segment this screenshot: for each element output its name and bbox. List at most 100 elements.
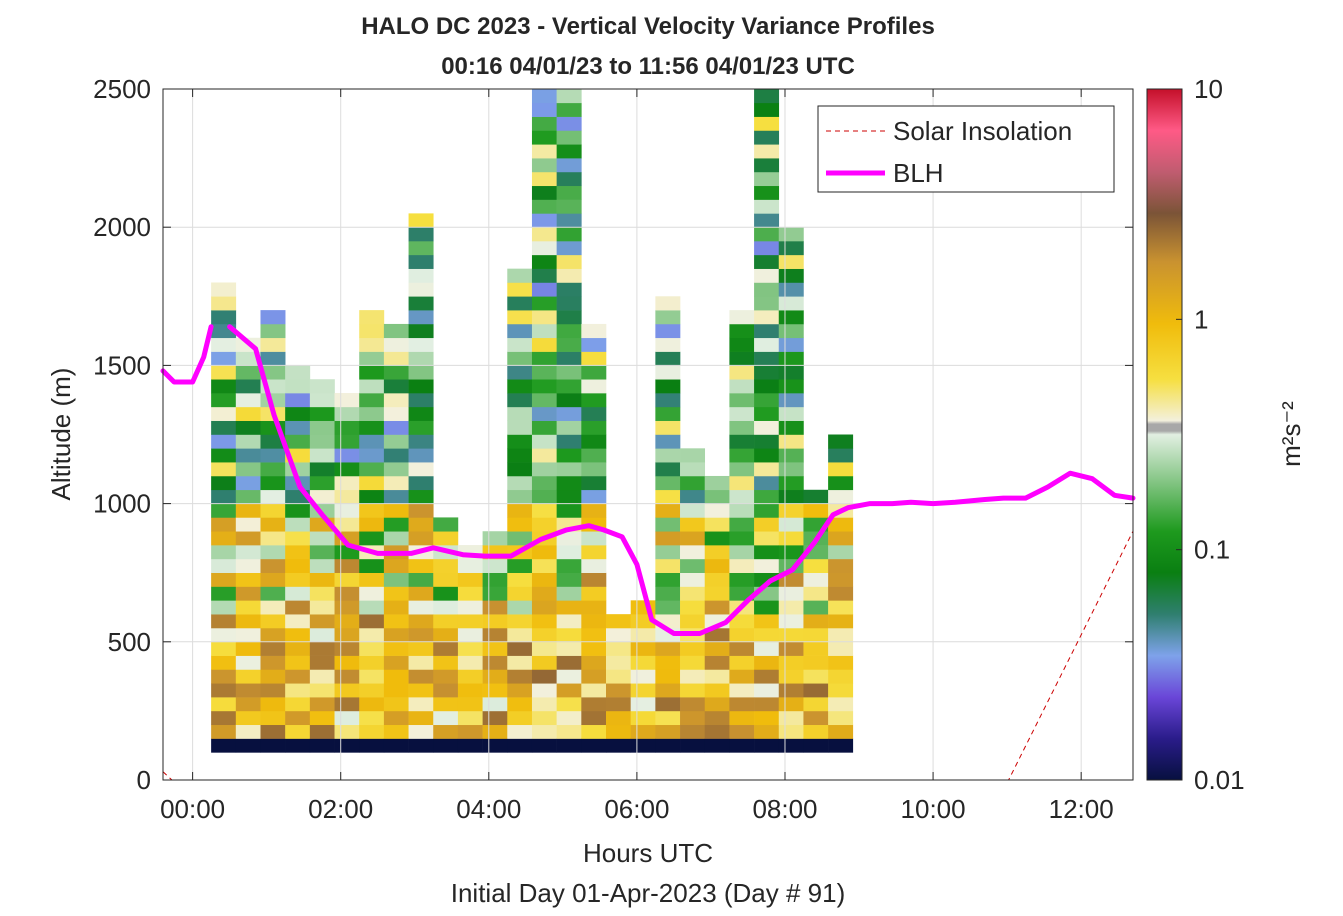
heatmap-cell bbox=[680, 614, 706, 629]
heatmap-cell bbox=[408, 655, 434, 670]
heatmap-cell bbox=[433, 586, 459, 601]
heatmap-cell bbox=[556, 503, 582, 518]
x-tick-label: 10:00 bbox=[901, 794, 966, 824]
heatmap-cell bbox=[655, 434, 681, 449]
heatmap-cell bbox=[655, 462, 681, 477]
heatmap-cell bbox=[260, 738, 286, 753]
heatmap-cell bbox=[383, 600, 409, 615]
heatmap-cell bbox=[531, 158, 557, 173]
heatmap-cell bbox=[531, 102, 557, 117]
heatmap-cell bbox=[457, 600, 483, 615]
heatmap-cell bbox=[211, 475, 237, 491]
heatmap-cell bbox=[359, 503, 385, 518]
heatmap-cell bbox=[581, 572, 607, 587]
heatmap-cell bbox=[556, 420, 582, 435]
heatmap-cell bbox=[556, 600, 582, 615]
heatmap-cell bbox=[260, 489, 286, 504]
heatmap-cell bbox=[334, 503, 360, 518]
heatmap-cell bbox=[581, 586, 607, 601]
heatmap-cell bbox=[729, 365, 755, 380]
heatmap-cell bbox=[531, 434, 557, 449]
heatmap-cell bbox=[359, 489, 385, 504]
heatmap-cell bbox=[235, 448, 261, 463]
heatmap-cell bbox=[531, 323, 557, 339]
heatmap-cell bbox=[778, 724, 804, 739]
heatmap-cell bbox=[211, 503, 237, 518]
heatmap-cell bbox=[556, 89, 582, 104]
heatmap-cell bbox=[211, 710, 237, 726]
heatmap-cell bbox=[359, 475, 385, 491]
heatmap-cell bbox=[655, 641, 681, 656]
heatmap-cell bbox=[581, 462, 607, 477]
heatmap-cell bbox=[359, 448, 385, 463]
heatmap-cell bbox=[531, 282, 557, 297]
heatmap-cell bbox=[408, 641, 434, 656]
heatmap-cell bbox=[581, 434, 607, 449]
heatmap-cell bbox=[359, 310, 385, 325]
heatmap-cell bbox=[507, 379, 533, 394]
heatmap-cell bbox=[754, 379, 780, 394]
heatmap-cell bbox=[729, 669, 755, 684]
heatmap-cell bbox=[309, 393, 335, 408]
heatmap-cell bbox=[778, 517, 804, 532]
heatmap-cell bbox=[359, 323, 385, 339]
heatmap-cell bbox=[556, 241, 582, 256]
heatmap-cell bbox=[383, 503, 409, 518]
heatmap-cell bbox=[754, 614, 780, 629]
heatmap-cell bbox=[680, 448, 706, 463]
heatmap-cell bbox=[433, 600, 459, 615]
heatmap-cell bbox=[581, 627, 607, 643]
heatmap-cell bbox=[729, 614, 755, 629]
heatmap-cell bbox=[383, 531, 409, 546]
heatmap-cell bbox=[285, 406, 311, 421]
heatmap-cell bbox=[754, 130, 780, 145]
heatmap-cell bbox=[309, 572, 335, 587]
colorbar-tick-label: 1 bbox=[1194, 304, 1208, 334]
heatmap-cell bbox=[359, 738, 385, 753]
heatmap-cell bbox=[235, 655, 261, 670]
heatmap-cell bbox=[334, 655, 360, 670]
heatmap-cell bbox=[433, 641, 459, 656]
heatmap-cell bbox=[778, 448, 804, 463]
heatmap-cell bbox=[457, 669, 483, 684]
heatmap-cell bbox=[531, 185, 557, 200]
heatmap-cell bbox=[531, 683, 557, 698]
colorbar: 0.01 0.1 1 10 m²s⁻² bbox=[1146, 74, 1306, 795]
heatmap-cell bbox=[482, 697, 508, 712]
heatmap-cell bbox=[383, 379, 409, 394]
heatmap-cell bbox=[556, 738, 582, 753]
heatmap-cell bbox=[581, 531, 607, 546]
heatmap-cell bbox=[211, 517, 237, 532]
heatmap-cell bbox=[606, 641, 631, 656]
heatmap-cell bbox=[556, 614, 582, 629]
heatmap-cell bbox=[531, 227, 557, 242]
heatmap-cell bbox=[556, 710, 582, 726]
heatmap-cell bbox=[309, 462, 335, 477]
heatmap-cell bbox=[531, 669, 557, 684]
heatmap-cell bbox=[383, 641, 409, 656]
heatmap-cell bbox=[507, 517, 533, 532]
heatmap-cell bbox=[359, 365, 385, 380]
heatmap-cell bbox=[531, 130, 557, 145]
heatmap-cell bbox=[309, 627, 335, 643]
heatmap-cell bbox=[235, 614, 261, 629]
heatmap-cell bbox=[754, 600, 780, 615]
heatmap-cell bbox=[531, 655, 557, 670]
heatmap-cell bbox=[408, 558, 434, 573]
heatmap-cell bbox=[211, 296, 237, 311]
heatmap-cell bbox=[655, 600, 681, 615]
heatmap-cell bbox=[556, 655, 582, 670]
heatmap-cell bbox=[754, 434, 780, 449]
heatmap-cell bbox=[285, 503, 311, 518]
heatmap-cell bbox=[680, 545, 706, 560]
heatmap-cell bbox=[433, 531, 459, 546]
heatmap-cell bbox=[260, 600, 286, 615]
heatmap-cell bbox=[507, 296, 533, 311]
heatmap-cell bbox=[704, 669, 730, 684]
heatmap-cell bbox=[482, 641, 508, 656]
heatmap-cell bbox=[433, 655, 459, 670]
heatmap-cell bbox=[778, 683, 804, 698]
heatmap-cell bbox=[433, 517, 459, 532]
heatmap-cell bbox=[680, 710, 706, 726]
heatmap-cell bbox=[260, 669, 286, 684]
